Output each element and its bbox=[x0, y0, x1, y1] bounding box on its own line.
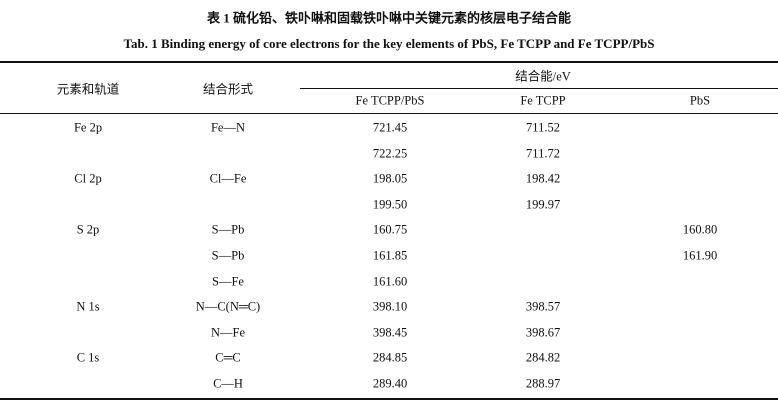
table-cell: Fe—N bbox=[210, 120, 246, 135]
header-rule bbox=[0, 113, 778, 114]
table-cell: C═C bbox=[215, 350, 241, 365]
table-cell: 711.72 bbox=[526, 146, 560, 161]
table-cell: C 1s bbox=[76, 350, 100, 365]
table-cell: 198.42 bbox=[525, 171, 561, 186]
table-cell: Fe 2p bbox=[73, 120, 103, 135]
bottom-rule bbox=[0, 398, 778, 400]
table-cell: 288.97 bbox=[525, 376, 561, 391]
table-cell: 398.57 bbox=[525, 299, 561, 314]
subheader-cell: Fe TCPP/PbS bbox=[355, 93, 425, 108]
table-cell: Cl—Fe bbox=[209, 171, 247, 186]
table-cell: 199.50 bbox=[372, 197, 408, 212]
table-cell: S—Pb bbox=[211, 248, 245, 263]
table-cell: 289.40 bbox=[372, 376, 408, 391]
table-cell: 284.82 bbox=[525, 350, 561, 365]
table-cell: 161.85 bbox=[372, 248, 408, 263]
table-cell: N—C(N═C) bbox=[195, 299, 261, 314]
subheader-cell: PbS bbox=[689, 93, 711, 108]
table-cell: S—Fe bbox=[212, 274, 244, 289]
header-cell: 结合形式 bbox=[202, 82, 254, 97]
table-cell: 722.25 bbox=[372, 146, 408, 161]
table-cell: 161.60 bbox=[372, 274, 408, 289]
table-cell: 398.45 bbox=[372, 325, 408, 340]
table-cell: 711.52 bbox=[526, 120, 560, 135]
table-cell: 284.85 bbox=[372, 350, 408, 365]
table-cell: C—H bbox=[213, 376, 243, 391]
table-cell: 161.90 bbox=[682, 248, 718, 263]
table-cell: 721.45 bbox=[372, 120, 408, 135]
table-cell: 199.97 bbox=[525, 197, 561, 212]
header-cell: 元素和轨道 bbox=[56, 82, 120, 97]
subheader-cell: Fe TCPP bbox=[520, 93, 566, 108]
table-cell: 398.67 bbox=[525, 325, 561, 340]
top-rule bbox=[0, 61, 778, 63]
table-cell: Cl 2p bbox=[74, 171, 102, 186]
table-cell: S 2p bbox=[76, 222, 100, 237]
table-cell: 198.05 bbox=[372, 171, 408, 186]
group-rule bbox=[300, 88, 778, 89]
table-cell: N—Fe bbox=[210, 325, 246, 340]
table-cell: 398.10 bbox=[372, 299, 408, 314]
table-cell: S—Pb bbox=[211, 222, 245, 237]
caption-zh: 表 1 硫化铅、铁卟啉和固载铁卟啉中关键元素的核层电子结合能 bbox=[206, 10, 572, 26]
table-cell: 160.80 bbox=[682, 222, 718, 237]
caption-en: Tab. 1 Binding energy of core electrons … bbox=[123, 36, 655, 51]
table-cell: 160.75 bbox=[372, 222, 408, 237]
table-cell: N 1s bbox=[76, 299, 100, 314]
header-group: 结合能/eV bbox=[515, 69, 571, 84]
